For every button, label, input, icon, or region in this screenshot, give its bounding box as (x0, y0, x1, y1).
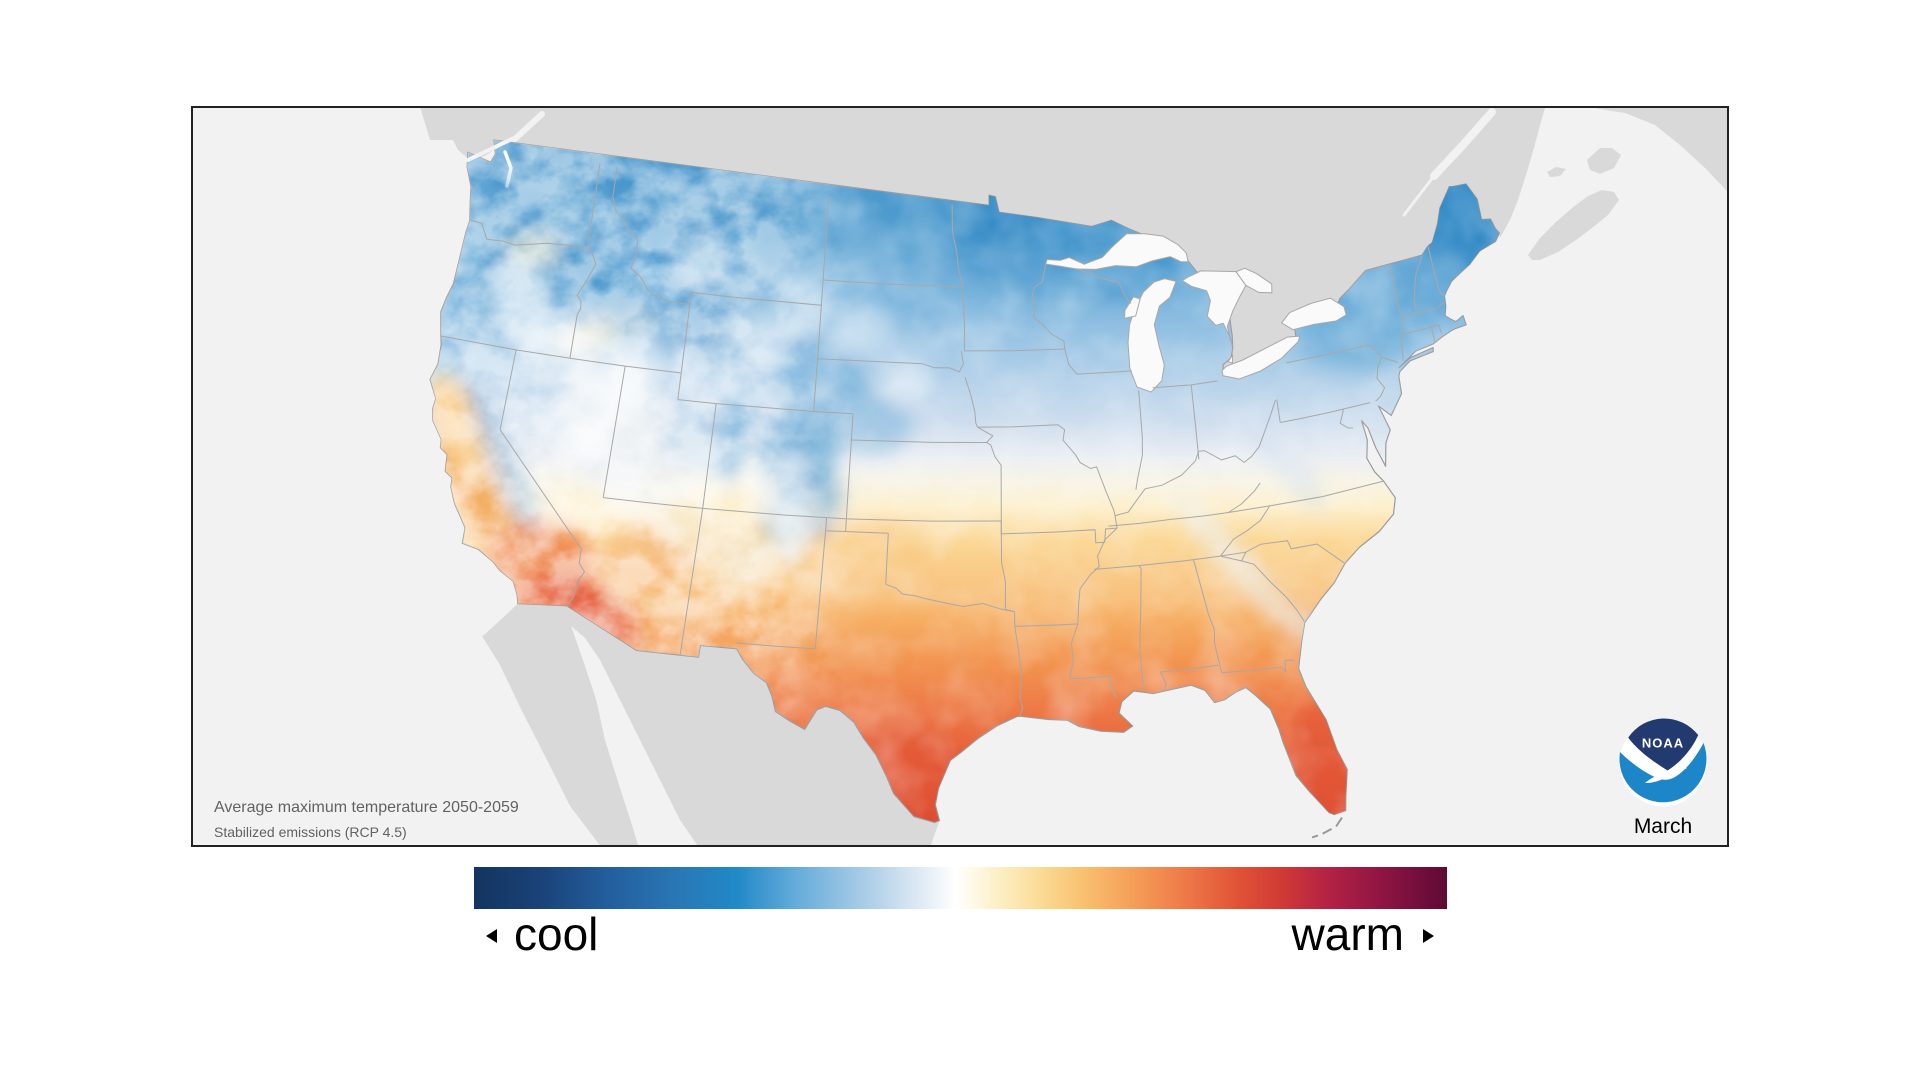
svg-text:NOAA: NOAA (1642, 736, 1684, 751)
svg-text:Average maximum temperature 20: Average maximum temperature 2050-2059 (214, 799, 519, 816)
svg-text:March: March (1634, 815, 1692, 838)
svg-text:cool: cool (514, 908, 598, 960)
svg-text:Stabilized emissions (RCP 4.5): Stabilized emissions (RCP 4.5) (214, 824, 407, 840)
svg-text:warm: warm (1291, 908, 1404, 960)
